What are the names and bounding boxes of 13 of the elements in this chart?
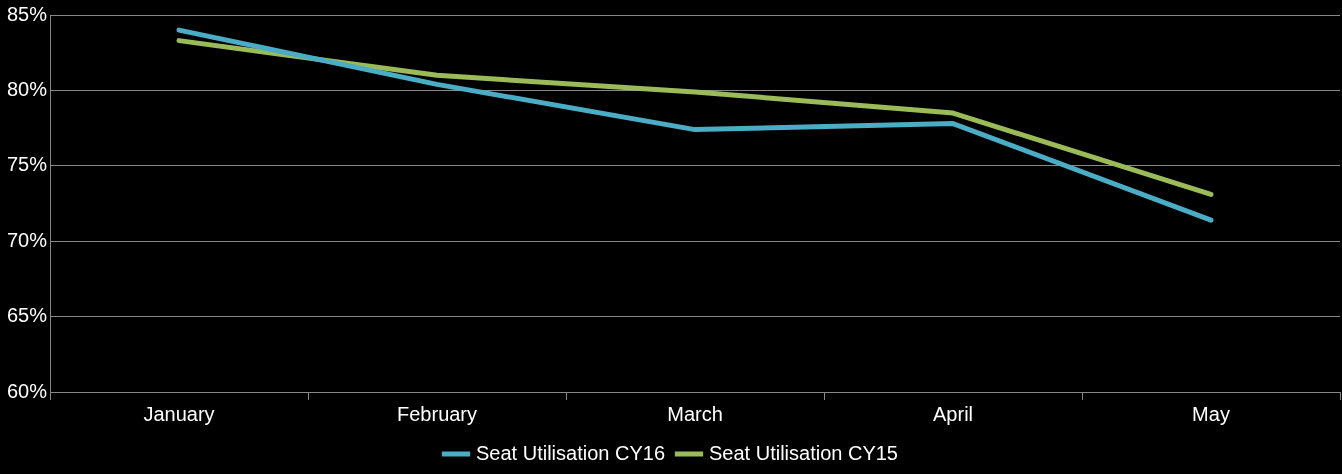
legend-label: Seat Utilisation CY15 xyxy=(709,441,898,464)
legend-label: Seat Utilisation CY16 xyxy=(476,441,665,464)
y-tick-label: 60% xyxy=(7,379,48,402)
y-tick-label: 65% xyxy=(7,304,48,327)
x-tick-label: March xyxy=(667,402,723,425)
x-tick-label: January xyxy=(143,402,215,425)
y-tick-label: 85% xyxy=(7,2,48,25)
y-tick-label: 70% xyxy=(7,228,48,251)
x-tick-label: May xyxy=(1192,402,1230,425)
y-tick-label: 75% xyxy=(7,153,48,176)
x-tick-label: April xyxy=(933,402,974,425)
x-tick-label: February xyxy=(397,402,478,425)
y-tick-label: 80% xyxy=(7,77,48,100)
